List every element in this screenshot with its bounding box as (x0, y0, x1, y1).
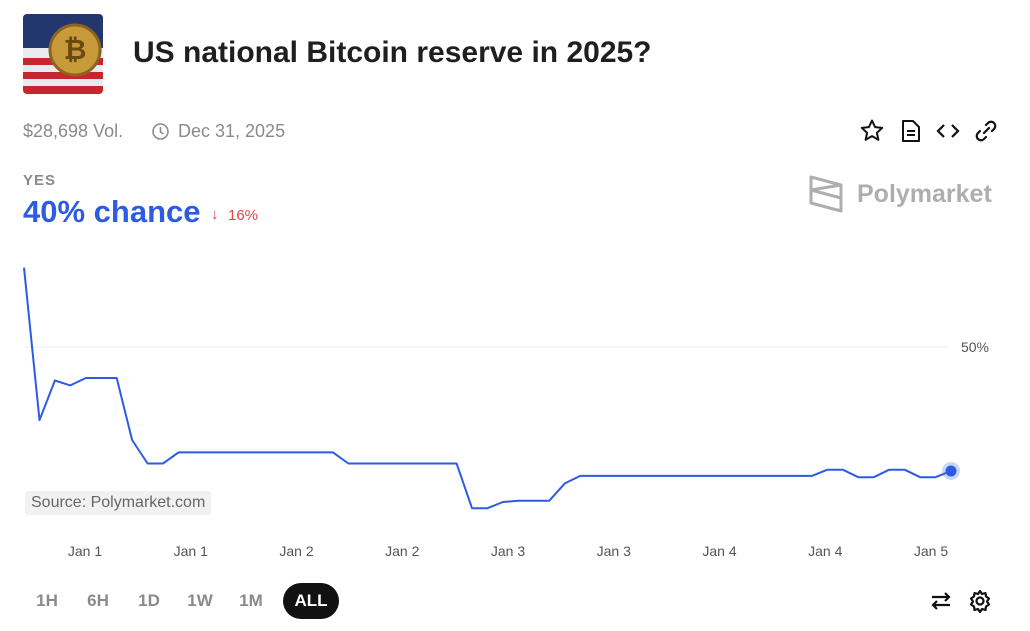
y-tick-label: 50% (961, 339, 989, 355)
range-button[interactable]: ALL (283, 583, 339, 619)
star-button[interactable] (859, 118, 885, 144)
settings-button[interactable] (967, 588, 993, 614)
brand-logo (809, 175, 843, 213)
brand-name: Polymarket (857, 180, 992, 208)
market-image: ₿ (23, 14, 103, 94)
clock-icon (152, 123, 169, 140)
last-point (945, 465, 957, 477)
x-tick-label: Jan 3 (491, 543, 525, 559)
x-tick-label: Jan 1 (68, 543, 102, 559)
x-tick-label: Jan 4 (808, 543, 842, 559)
x-tick-label: Jan 3 (597, 543, 631, 559)
range-button[interactable]: 1D (138, 591, 160, 610)
end-date: Dec 31, 2025 (178, 121, 286, 141)
link-button[interactable] (973, 118, 999, 144)
x-tick-label: Jan 5 (914, 543, 948, 559)
embed-button[interactable] (935, 118, 961, 144)
svg-text:₿: ₿ (64, 34, 87, 65)
x-tick-label: Jan 2 (279, 543, 313, 559)
x-tick-label: Jan 4 (702, 543, 736, 559)
range-button[interactable]: 6H (87, 591, 109, 610)
range-button[interactable]: 1H (36, 591, 58, 610)
source-note: Source: Polymarket.com (25, 491, 212, 515)
outcome-chance: 40% chance (23, 194, 201, 229)
document-button[interactable] (898, 118, 924, 144)
x-tick-label: Jan 2 (385, 543, 419, 559)
volume: $28,698 Vol. (23, 121, 124, 141)
x-tick-label: Jan 1 (174, 543, 208, 559)
outcome-label: YES (23, 172, 57, 189)
swap-button[interactable] (928, 588, 954, 614)
market-title: US national Bitcoin reserve in 2025? (133, 36, 652, 69)
change-arrow: ↓ (211, 206, 219, 223)
range-button[interactable]: 1W (187, 591, 213, 610)
range-button[interactable]: 1M (239, 591, 263, 610)
outcome-change: 16% (228, 207, 259, 224)
price-line (23, 267, 952, 510)
